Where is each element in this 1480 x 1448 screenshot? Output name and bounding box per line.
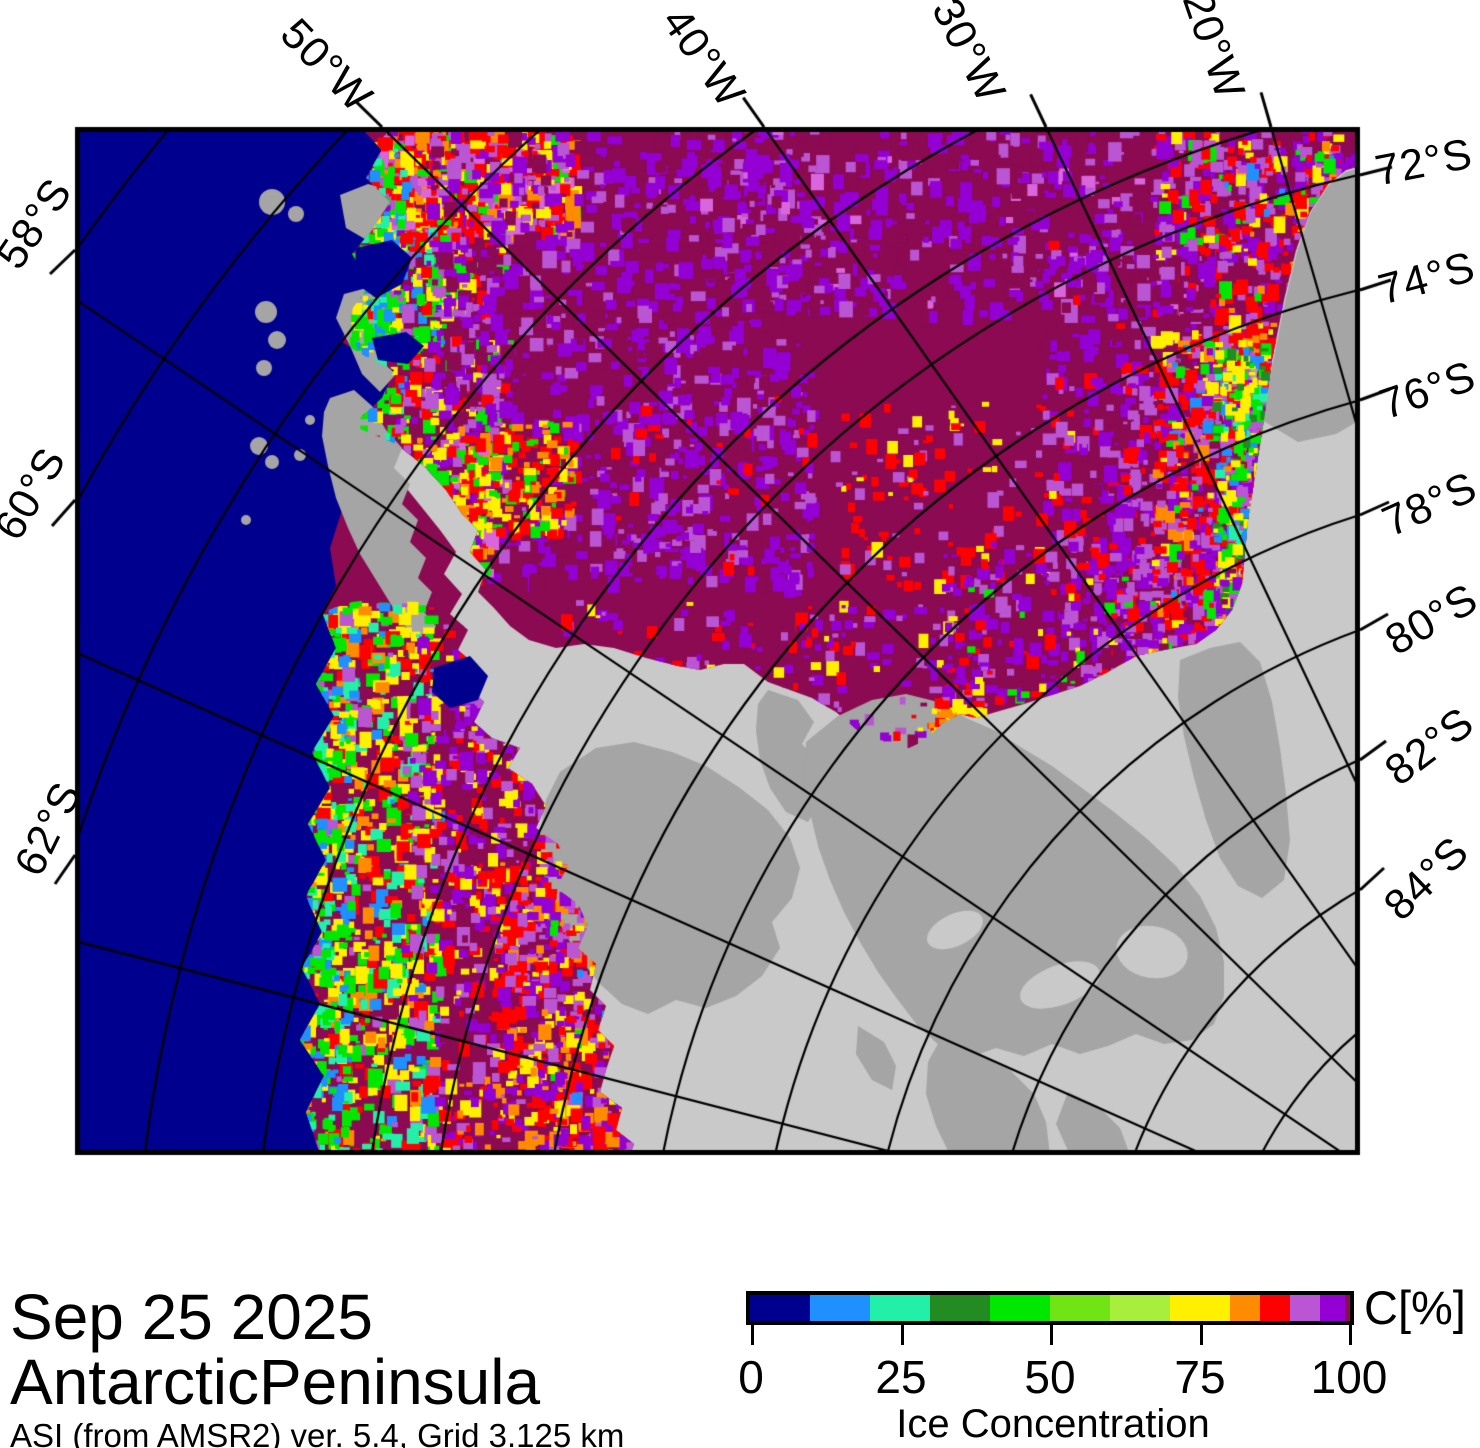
colorbar-axis-label: Ice Concentration <box>896 1402 1210 1446</box>
colorbar-segment-10 <box>1290 1295 1320 1321</box>
colorbar-segment-8 <box>1230 1295 1260 1321</box>
colorbar-tick-50 <box>1050 1323 1053 1345</box>
colorbar-tick-100 <box>1349 1323 1352 1345</box>
colorbar-segment-1 <box>810 1295 870 1321</box>
region-label: AntarcticPeninsula <box>10 1346 541 1418</box>
colorbar-unit-label: C[%] <box>1364 1281 1466 1334</box>
source-label: ASI (from AMSR2) ver. 5.4, Grid 3.125 km <box>10 1417 625 1448</box>
date-label: Sep 25 2025 <box>10 1281 373 1353</box>
colorbar-value-0: 0 <box>738 1351 764 1403</box>
title-block: Sep 25 2025 AntarcticPeninsula ASI (from… <box>10 1284 624 1448</box>
colorbar-value-50: 50 <box>1024 1351 1076 1403</box>
colorbar-segment-11 <box>1320 1295 1346 1321</box>
colorbar-segment-6 <box>1110 1295 1170 1321</box>
colorbar-tick-75 <box>1200 1323 1203 1345</box>
colorbar-segment-5 <box>1050 1295 1110 1321</box>
colorbar-value-25: 25 <box>875 1351 927 1403</box>
colorbar-segment-12 <box>1345 1295 1350 1321</box>
colorbar-segment-3 <box>930 1295 990 1321</box>
colorbar-tick-0 <box>751 1323 754 1345</box>
colorbar-segment-2 <box>870 1295 930 1321</box>
colorbar-segment-7 <box>1170 1295 1230 1321</box>
colorbar-segment-9 <box>1260 1295 1290 1321</box>
colorbar-value-100: 100 <box>1310 1351 1388 1403</box>
colorbar-tick-25 <box>901 1323 904 1345</box>
colorbar-value-75: 75 <box>1174 1351 1226 1403</box>
colorbar <box>746 1291 1354 1325</box>
colorbar-segment-4 <box>990 1295 1050 1321</box>
colorbar-segment-0 <box>750 1295 810 1321</box>
